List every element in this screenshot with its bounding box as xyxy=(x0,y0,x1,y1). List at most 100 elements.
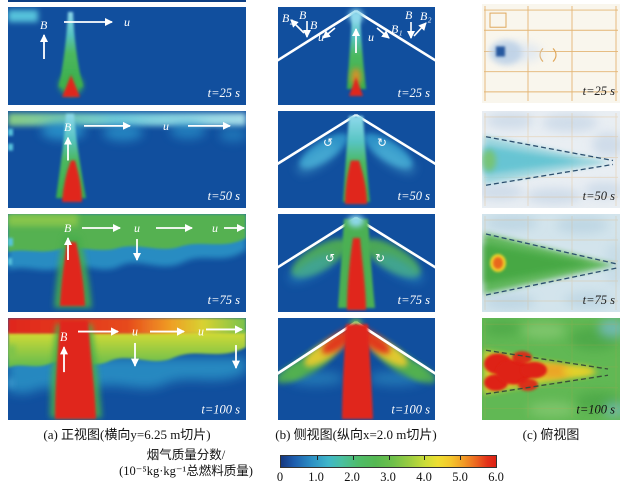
smoke-plume xyxy=(343,115,370,205)
colorbar-tick-label: 0 xyxy=(276,470,284,484)
panel-front-view-t75: B u u t=75 s xyxy=(8,214,246,312)
caption-top-view: (c) 俯视图 xyxy=(522,427,580,442)
smoke-clouds xyxy=(482,112,620,205)
arrow-down-right-icon xyxy=(376,27,390,39)
roof-lines xyxy=(278,321,435,375)
vent-notch xyxy=(8,258,12,265)
label-B: B xyxy=(40,18,48,32)
label-B1: B₁ xyxy=(391,22,403,36)
smoke-plume xyxy=(338,215,375,310)
panel-side-view-t25: B₂ B B u u B₁ B B₂ t=25 s xyxy=(278,7,435,105)
time-label: t=100 s xyxy=(201,403,240,417)
roof-lines xyxy=(278,113,435,166)
vent-notch xyxy=(8,378,14,388)
time-label: t=100 s xyxy=(391,403,430,417)
vent-outline xyxy=(489,12,507,28)
under-roof-smoke xyxy=(297,133,415,174)
smoke-plume xyxy=(59,12,83,97)
colorbar-tickmark xyxy=(316,456,318,460)
panel-side-view-t50: ↺ ↻ t=50 s xyxy=(278,111,435,208)
colorbar-tick-label: 1.0 xyxy=(308,470,324,484)
label-u: u xyxy=(198,324,204,338)
smoke-wedge xyxy=(484,233,615,294)
time-label: t=25 s xyxy=(583,84,615,98)
vent-notch xyxy=(8,143,13,151)
colorbar-tickmark xyxy=(460,456,462,460)
panel-top-view-t75: t=75 s xyxy=(482,214,620,312)
time-label: t=50 s xyxy=(583,189,616,203)
label-u: u xyxy=(134,221,140,235)
label-u: u xyxy=(163,119,169,133)
panel-front-view-t100: B u u t=100 s xyxy=(8,318,246,420)
colorbar-tick-label: 3.0 xyxy=(380,470,396,484)
panel-front-view-t25: B u t=25 s xyxy=(8,7,246,105)
smoke-wedge xyxy=(482,135,611,185)
roof-lines xyxy=(278,216,435,269)
crop-artifact-line xyxy=(8,0,246,2)
vent-notch xyxy=(8,345,15,358)
arrow-up-left-icon xyxy=(290,19,305,34)
vortex-cw-icon: ↻ xyxy=(377,136,387,150)
label-u: u xyxy=(368,30,374,44)
time-label: t=25 s xyxy=(208,86,241,100)
label-u: u xyxy=(132,324,138,338)
time-label: t=75 s xyxy=(208,293,241,307)
time-label: t=50 s xyxy=(398,189,431,203)
colorbar-tick-label: 2.0 xyxy=(344,470,360,484)
label-B: B xyxy=(310,18,318,32)
vortex-ccw-icon: ↺ xyxy=(323,136,333,150)
under-roof-smoke xyxy=(288,238,424,283)
vent-notch xyxy=(8,128,13,136)
smoke-clouds xyxy=(484,215,620,310)
wedge-dashed-lines xyxy=(485,349,609,395)
label-B: B xyxy=(64,221,72,235)
colorbar-label: 烟气质量分数/ (10⁻⁵kg·kg⁻¹总燃料质量) xyxy=(96,448,276,479)
wedge-dashed-lines xyxy=(485,136,614,186)
panel-top-view-t25: t=25 s xyxy=(482,4,620,103)
label-u: u xyxy=(212,221,218,235)
arrow-down-left-icon xyxy=(322,27,336,39)
smoke-wedge xyxy=(484,350,600,394)
panel-top-view-t100: t=100 s xyxy=(482,318,620,420)
colorbar-gradient xyxy=(280,455,497,468)
roof-lines xyxy=(278,9,435,62)
label-B: B xyxy=(64,120,72,134)
smoke-clouds xyxy=(484,319,620,417)
colorbar-tickmark xyxy=(388,456,390,460)
arrow-up-right-icon xyxy=(413,22,427,37)
label-B: B xyxy=(405,8,413,22)
label-B: B xyxy=(299,8,307,22)
smoke-plume xyxy=(56,113,86,203)
field-background xyxy=(8,7,246,105)
colorbar-label-line2: (10⁻⁵kg·kg⁻¹总燃料质量) xyxy=(119,463,253,478)
wedge-dashed-lines xyxy=(485,233,618,296)
colorbar-tickmark xyxy=(424,456,426,460)
time-label: t=50 s xyxy=(208,189,241,203)
panel-top-view-t50: t=50 s xyxy=(482,111,620,208)
panel-side-view-t100: t=100 s xyxy=(278,318,435,420)
vent-notch xyxy=(8,238,13,246)
panel-side-view-t75: ↺ ↻ t=75 s xyxy=(278,214,435,312)
label-B: B xyxy=(60,330,68,344)
vortex-ccw-icon: ↺ xyxy=(325,251,335,265)
caption-side-view: (b) 侧视图(纵向x=2.0 m切片) xyxy=(275,427,437,442)
smoke-blob xyxy=(490,40,542,65)
smoke-plume xyxy=(342,319,373,419)
colorbar-tick-label: 4.0 xyxy=(416,470,432,484)
caption-front-view: (a) 正视图(横向y=6.25 m切片) xyxy=(43,427,211,442)
time-label: t=75 s xyxy=(583,293,616,307)
panel-front-view-t50: B u t=50 s xyxy=(8,111,246,208)
colorbar-tick-label: 6.0 xyxy=(488,470,504,484)
label-B2: B₂ xyxy=(420,9,432,23)
label-u: u xyxy=(318,30,324,44)
colorbar-label-line1: 烟气质量分数/ xyxy=(146,448,226,462)
colorbar-tick-label: 5.0 xyxy=(452,470,468,484)
smoke-plume xyxy=(54,236,92,308)
label-u: u xyxy=(124,15,130,29)
time-label: t=100 s xyxy=(576,403,615,417)
under-roof-smoke xyxy=(278,328,435,386)
colorbar-tickmark xyxy=(352,456,354,460)
smoke-patch xyxy=(8,10,38,22)
label-B2: B₂ xyxy=(282,11,294,25)
